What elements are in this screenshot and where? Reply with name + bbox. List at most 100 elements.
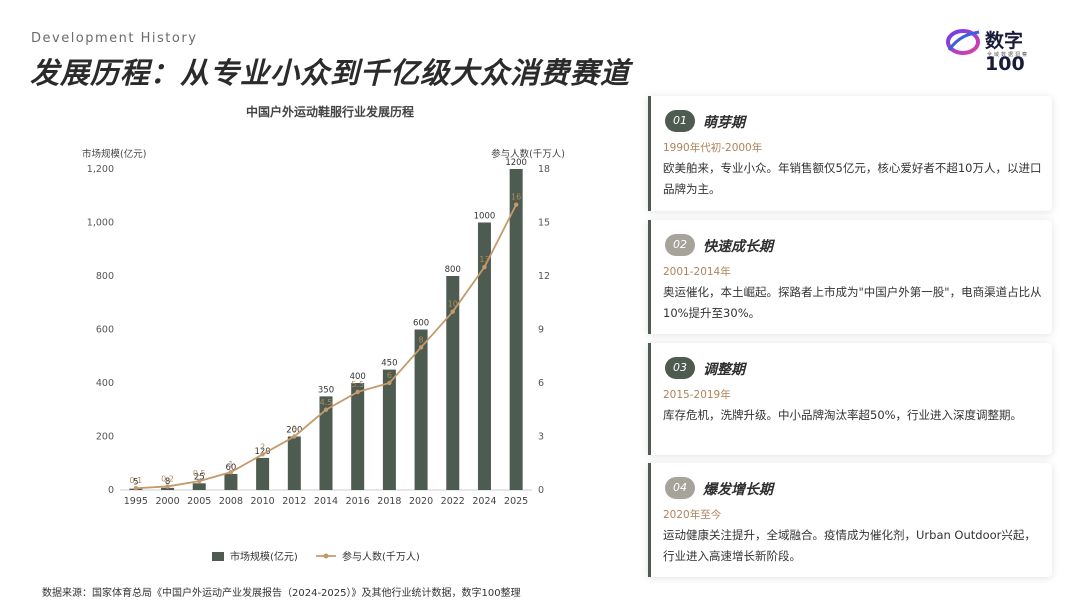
bar <box>161 487 175 490</box>
logo-swirl-icon <box>946 29 980 55</box>
phase-card-2: 02 快速成长期 2001-2014年 奥运催化，本土崛起。探路者上市成为"中国… <box>648 220 1052 334</box>
left-tick-label: 600 <box>96 325 114 336</box>
phase-card-3: 03 调整期 2015-2019年 库存危机，洗牌升级。中小品牌淘汰率超50%，… <box>648 343 1052 455</box>
right-tick-label: 3 <box>538 432 544 443</box>
bar <box>414 329 428 490</box>
line-value-label: 8 <box>419 335 424 344</box>
line-point <box>133 486 139 491</box>
left-tick-label: 400 <box>96 378 114 389</box>
line-point <box>292 434 297 439</box>
bar <box>446 276 460 490</box>
phase-period: 2001-2014年 <box>663 266 731 278</box>
right-tick-label: 9 <box>538 325 544 336</box>
line-point <box>228 469 234 475</box>
line-value-label: 1 <box>228 460 233 469</box>
x-tick-label: 2016 <box>346 496 370 507</box>
x-tick-label: 2014 <box>314 496 338 507</box>
right-tick-label: 6 <box>538 378 544 389</box>
left-tick-label: 1,200 <box>87 164 114 175</box>
legend-label-bars: 市场规模(亿元) <box>230 550 298 563</box>
phase-card-1: 01 萌芽期 1990年代初-2000年 欧美舶来，专业小众。年销售额仅5亿元，… <box>648 96 1052 211</box>
right-tick-label: 0 <box>538 485 544 496</box>
bar-value-label: 25 <box>194 472 205 482</box>
phase-name: 萌芽期 <box>703 115 745 131</box>
line-value-label: 4.5 <box>320 398 333 407</box>
right-axis-label: 参与人数(千万人) <box>491 148 565 160</box>
bar <box>287 436 301 490</box>
x-tick-label: 2000 <box>155 496 179 507</box>
left-axis-label: 市场规模(亿元) <box>82 148 146 160</box>
phase-description: 库存危机，洗牌升级。中小品牌淘汰率超50%，行业进入深度调整期。 <box>663 408 1023 422</box>
bar <box>382 369 396 490</box>
x-tick-label: 1995 <box>124 496 148 507</box>
line-point <box>418 345 424 350</box>
left-tick-label: 0 <box>108 485 114 496</box>
logo-subtext: 全域数据洞察 <box>987 52 1030 58</box>
line-point <box>387 380 392 386</box>
phase-period: 2015-2019年 <box>663 389 731 401</box>
phase-description: 运动健康关注提升，全域融合。疫情成为催化剂，Urban Outdoor兴起，行业… <box>663 528 1036 563</box>
bar <box>256 457 270 490</box>
line-value-label: 13 <box>479 255 489 264</box>
legend-swatch-bars <box>212 552 224 561</box>
x-tick-label: 2010 <box>251 496 275 507</box>
phase-description: 欧美舶来，专业小众。年销售额仅5亿元，核心爱好者不超10万人，以进口品牌为主。 <box>663 161 1042 196</box>
line-point <box>355 389 360 395</box>
bar-value-label: 200 <box>286 426 302 436</box>
phase-period: 2020年至今 <box>663 509 722 521</box>
line-value-label: 0.2 <box>161 474 174 483</box>
phase-name: 快速成长期 <box>703 239 773 255</box>
bar-value-label: 120 <box>254 447 270 457</box>
bar <box>351 383 365 490</box>
chart-container: 中国户外运动鞋服行业发展历程 市场规模(亿元) 参与人数(千万人) 0 200 400 60… <box>70 95 610 575</box>
phase-name: 爆发增长期 <box>703 482 773 498</box>
bar-value-label: 350 <box>318 385 334 395</box>
right-tick-label: 18 <box>538 164 550 175</box>
right-tick-label: 12 <box>538 271 550 282</box>
phase-period: 1990年代初-2000年 <box>663 142 763 154</box>
line-value-label: 10 <box>448 300 458 309</box>
bar-value-label: 60 <box>226 463 237 473</box>
phase-number-badge: 03 <box>665 357 695 379</box>
line-value-label: 16 <box>511 193 521 202</box>
legend-swatch-point <box>323 553 329 559</box>
phase-number-badge: 01 <box>665 110 695 132</box>
x-tick-label: 2025 <box>504 496 528 507</box>
line-value-label: 0.1 <box>129 476 142 485</box>
chart-title: 中国户外运动鞋服行业发展历程 <box>246 104 414 119</box>
x-tick-label: 2008 <box>219 496 243 507</box>
line-point <box>165 484 170 489</box>
x-tick-label: 2020 <box>409 496 433 507</box>
line-value-label: 3 <box>292 425 297 434</box>
line-point <box>513 202 519 207</box>
bar-value-label: 800 <box>445 265 461 275</box>
line-point <box>323 407 329 412</box>
bar <box>192 483 206 490</box>
logo-text: 数字100 <box>985 30 1025 75</box>
line-value-label: 2 <box>260 442 265 451</box>
left-tick-label: 200 <box>96 432 114 443</box>
bar <box>224 473 238 490</box>
line-value-label: 6 <box>387 371 392 380</box>
bar-value-label: 400 <box>350 372 366 382</box>
x-tick-label: 2005 <box>187 496 211 507</box>
right-tick-label: 15 <box>538 218 550 229</box>
bar <box>477 222 491 490</box>
phase-card-4: 04 爆发增长期 2020年至今 运动健康关注提升，全域融合。疫情成为催化剂，U… <box>648 463 1052 577</box>
brand-logo: 数字100 全域数据洞察 <box>945 24 1060 75</box>
bar-value-label: 450 <box>381 359 397 369</box>
bar-value-label: 1200 <box>505 158 527 168</box>
bar-value-label: 600 <box>413 319 429 329</box>
phase-name: 调整期 <box>703 362 745 378</box>
page-title: 发展历程：从专业小众到千亿级大众消费赛道 <box>30 56 631 90</box>
line-point <box>260 452 265 457</box>
line-point <box>450 309 455 314</box>
bar-value-label: 1000 <box>474 212 496 222</box>
bar-value-label: 8 <box>165 477 170 487</box>
x-tick-label: 2022 <box>441 496 465 507</box>
line-value-label: 5.5 <box>351 380 364 389</box>
phase-number-badge: 02 <box>665 234 695 256</box>
bar <box>319 396 333 490</box>
line-point <box>197 478 202 484</box>
